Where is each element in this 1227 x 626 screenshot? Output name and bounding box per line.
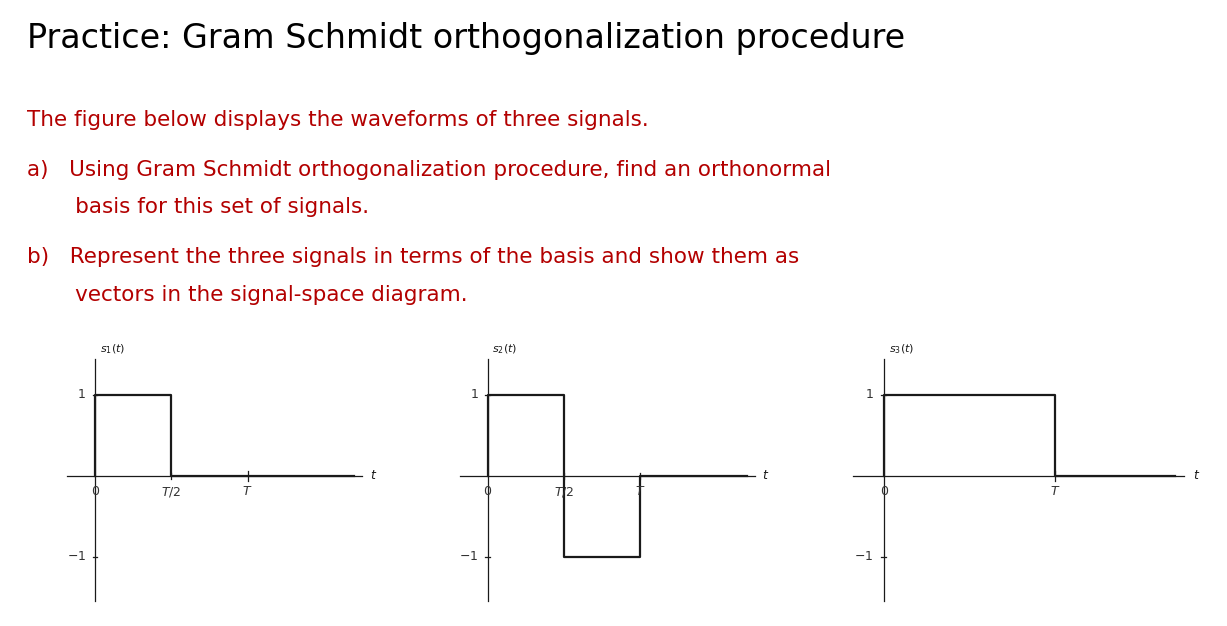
Text: $-1$: $-1$ [459, 550, 479, 563]
Text: 1: 1 [865, 389, 874, 401]
Text: $T/2$: $T/2$ [161, 485, 182, 500]
Text: $-1$: $-1$ [66, 550, 86, 563]
Text: 0: 0 [880, 485, 887, 498]
Text: $t$: $t$ [762, 470, 769, 482]
Text: basis for this set of signals.: basis for this set of signals. [27, 197, 369, 217]
Text: $s_2(t)$: $s_2(t)$ [492, 342, 518, 356]
Text: $t$: $t$ [369, 470, 377, 482]
Text: 0: 0 [91, 485, 99, 498]
Text: Practice: Gram Schmidt orthogonalization procedure: Practice: Gram Schmidt orthogonalization… [27, 22, 906, 55]
Text: 0: 0 [483, 485, 492, 498]
Text: $s_1(t)$: $s_1(t)$ [99, 342, 125, 356]
Text: 1: 1 [471, 389, 479, 401]
Text: $T$: $T$ [1050, 485, 1060, 498]
Text: b)   Represent the three signals in terms of the basis and show them as: b) Represent the three signals in terms … [27, 247, 799, 267]
Text: $T/2$: $T/2$ [553, 485, 574, 500]
Text: The figure below displays the waveforms of three signals.: The figure below displays the waveforms … [27, 110, 649, 130]
Text: $t$: $t$ [1193, 470, 1200, 482]
Text: a)   Using Gram Schmidt orthogonalization procedure, find an orthonormal: a) Using Gram Schmidt orthogonalization … [27, 160, 831, 180]
Text: $T$: $T$ [242, 485, 253, 498]
Text: $T$: $T$ [634, 485, 645, 498]
Text: $s_3(t)$: $s_3(t)$ [888, 342, 914, 356]
Text: $-1$: $-1$ [854, 550, 874, 563]
Text: vectors in the signal-space diagram.: vectors in the signal-space diagram. [27, 285, 467, 305]
Text: 1: 1 [79, 389, 86, 401]
